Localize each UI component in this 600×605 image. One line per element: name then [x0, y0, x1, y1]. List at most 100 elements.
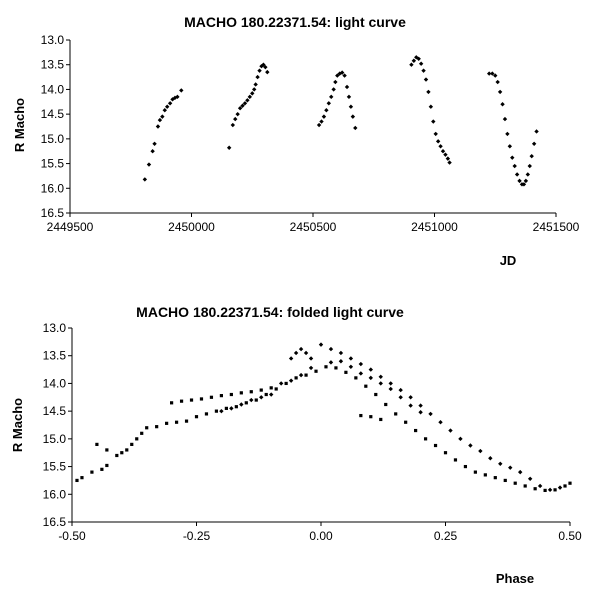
- data-point: [321, 114, 327, 119]
- data-point: [497, 89, 503, 95]
- data-point: [379, 417, 383, 422]
- data-point: [324, 107, 329, 113]
- data-point: [440, 149, 446, 154]
- data-point: [165, 421, 169, 425]
- data-point: [503, 478, 507, 483]
- data-point: [374, 392, 378, 397]
- y-tick-label: 15.5: [41, 157, 65, 171]
- data-point: [378, 381, 383, 386]
- data-point: [278, 381, 284, 386]
- y-tick-label: 16.5: [41, 206, 65, 220]
- data-point: [421, 68, 426, 73]
- data-point: [428, 411, 433, 417]
- data-point: [255, 74, 260, 80]
- data-point: [184, 419, 189, 423]
- data-point: [179, 88, 184, 93]
- data-point: [160, 114, 165, 119]
- data-point: [529, 153, 534, 159]
- data-point: [368, 367, 373, 372]
- data-point: [354, 376, 358, 380]
- data-point: [510, 155, 515, 160]
- y-tick-label: 14.0: [41, 82, 65, 96]
- data-point: [261, 62, 266, 67]
- data-point: [344, 370, 348, 374]
- data-point: [433, 443, 438, 448]
- data-point: [120, 451, 124, 455]
- data-point: [507, 144, 513, 149]
- data-point: [517, 178, 522, 184]
- data-point: [398, 395, 403, 400]
- data-point: [329, 94, 334, 100]
- data-point: [328, 360, 334, 365]
- data-point: [563, 484, 567, 488]
- data-point: [348, 356, 354, 361]
- data-point: [259, 395, 264, 400]
- data-point: [174, 420, 179, 424]
- data-point: [547, 487, 553, 493]
- chart-title-bottom: MACHO 180.22371.54: folded light curve: [136, 304, 404, 320]
- data-point: [165, 104, 170, 109]
- data-point: [346, 94, 352, 100]
- data-point: [257, 68, 262, 73]
- data-point: [294, 376, 298, 380]
- x-tick-label: 2451500: [533, 220, 580, 234]
- data-point: [199, 397, 204, 401]
- data-point: [224, 406, 228, 410]
- data-point: [150, 149, 155, 154]
- data-point: [318, 342, 324, 347]
- data-point: [404, 420, 408, 424]
- y-tick-label: 14.0: [43, 376, 67, 390]
- data-point: [235, 111, 240, 117]
- data-point: [249, 390, 253, 394]
- data-point: [521, 182, 527, 187]
- data-point: [80, 476, 84, 480]
- data-point: [350, 114, 356, 119]
- y-tick-label: 14.5: [43, 404, 67, 418]
- data-point: [468, 443, 473, 448]
- data-point: [209, 395, 214, 399]
- data-point: [214, 409, 219, 413]
- data-point: [438, 420, 443, 425]
- data-point: [339, 70, 345, 75]
- data-point: [298, 372, 304, 378]
- data-point: [478, 448, 483, 454]
- data-point: [75, 478, 79, 483]
- data-point: [162, 107, 167, 113]
- data-point: [298, 346, 304, 352]
- data-point: [348, 104, 354, 109]
- data-point: [473, 470, 477, 474]
- data-point: [368, 375, 373, 381]
- data-point: [348, 364, 354, 369]
- x-tick-label: 2449500: [47, 220, 94, 234]
- y-tick-label: 16.0: [41, 181, 65, 195]
- data-point: [388, 386, 393, 392]
- data-point: [333, 79, 338, 85]
- data-point: [495, 79, 500, 85]
- data-point: [229, 406, 234, 411]
- data-point: [152, 141, 157, 146]
- data-point: [414, 55, 419, 60]
- data-point: [398, 387, 403, 393]
- data-point: [384, 402, 388, 407]
- data-point: [288, 378, 294, 383]
- data-point: [418, 61, 424, 66]
- data-point: [230, 122, 236, 128]
- x-axis-label-top: JD: [500, 253, 517, 268]
- data-point: [483, 473, 487, 477]
- y-tick-label: 13.0: [43, 321, 67, 335]
- data-point: [146, 162, 152, 167]
- plot-area-bottom: 13.0 13.5 14.0 14.5 15.0 15.5 16.0 16.5-0.50 -0.…: [43, 321, 582, 543]
- data-point: [251, 87, 257, 92]
- data-point: [304, 373, 308, 377]
- x-tick-label: 0.50: [558, 529, 582, 543]
- data-point: [204, 412, 209, 416]
- data-point: [453, 458, 458, 462]
- data-point: [533, 487, 537, 491]
- chart-title-top: MACHO 180.22371.54: light curve: [184, 14, 406, 30]
- data-point: [269, 386, 273, 390]
- data-point: [244, 401, 248, 405]
- data-point: [105, 448, 109, 452]
- data-point: [229, 392, 233, 397]
- data-point: [428, 104, 434, 109]
- data-point: [418, 403, 423, 408]
